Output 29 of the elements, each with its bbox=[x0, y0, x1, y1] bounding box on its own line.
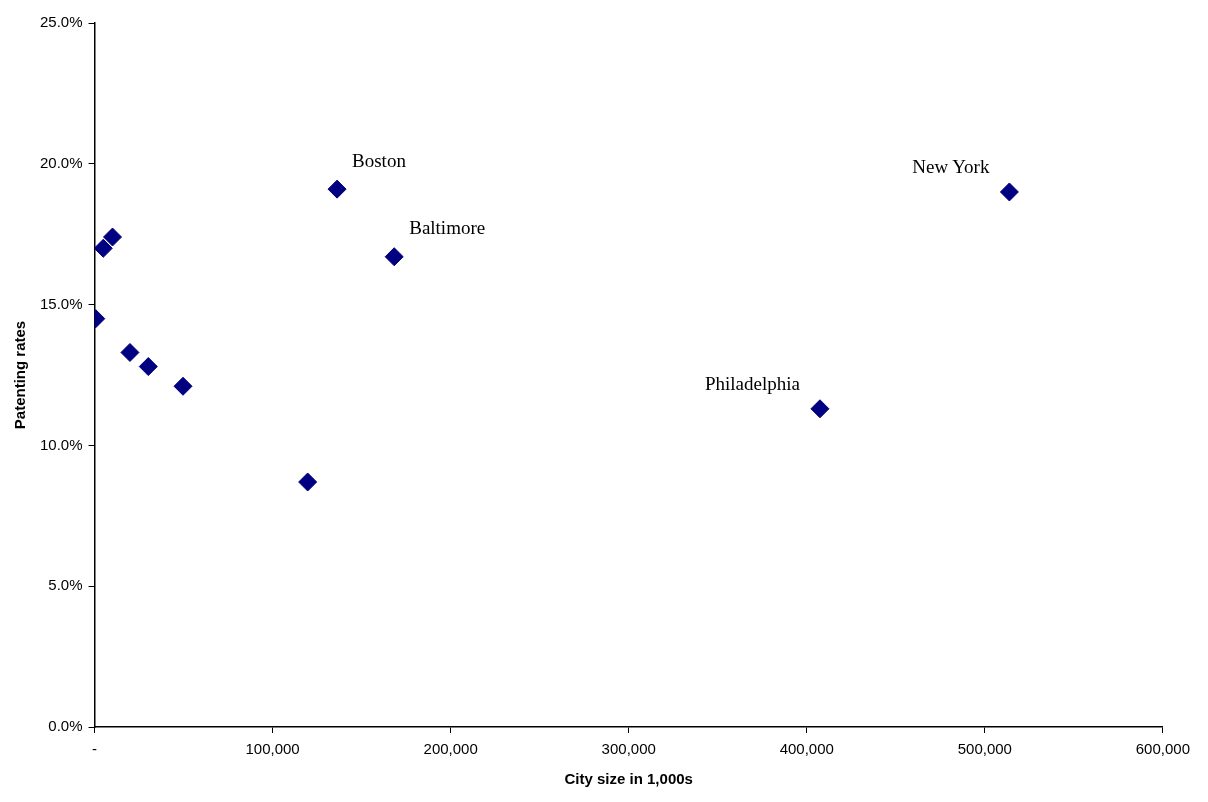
point bbox=[298, 472, 318, 492]
point bbox=[173, 376, 193, 396]
point bbox=[999, 182, 1019, 202]
x-axis-title: City size in 1,000s bbox=[564, 770, 693, 788]
point bbox=[120, 342, 140, 362]
annotation: New York bbox=[912, 156, 990, 178]
y-tick-label: 25.0% bbox=[39, 13, 83, 31]
annotation: Baltimore bbox=[409, 217, 486, 239]
y-tick-label: 20.0% bbox=[39, 153, 83, 171]
annotation: Philadelphia bbox=[704, 373, 801, 395]
y-tick-label: 10.0% bbox=[39, 435, 83, 453]
x-tick-label: 300,000 bbox=[601, 740, 656, 758]
point bbox=[810, 399, 830, 419]
point bbox=[103, 227, 123, 247]
point bbox=[94, 238, 113, 258]
x-tick-label: 600,000 bbox=[1135, 740, 1191, 758]
x-tick-label: - bbox=[92, 740, 98, 758]
y-axis-title: Patenting rates bbox=[11, 320, 29, 430]
point bbox=[384, 247, 404, 267]
x-tick-label: 400,000 bbox=[779, 740, 834, 758]
x-tick-label: 100,000 bbox=[245, 740, 300, 758]
annotation: Boston bbox=[352, 149, 407, 171]
y-tick-label: 0.0% bbox=[48, 717, 83, 735]
point bbox=[138, 357, 158, 377]
x-tick-label: 200,000 bbox=[423, 740, 478, 758]
point bbox=[327, 179, 347, 199]
y-tick-label: 15.0% bbox=[39, 294, 83, 312]
y-tick-label: 5.0% bbox=[48, 576, 83, 594]
x-tick-label: 500,000 bbox=[957, 740, 1012, 758]
